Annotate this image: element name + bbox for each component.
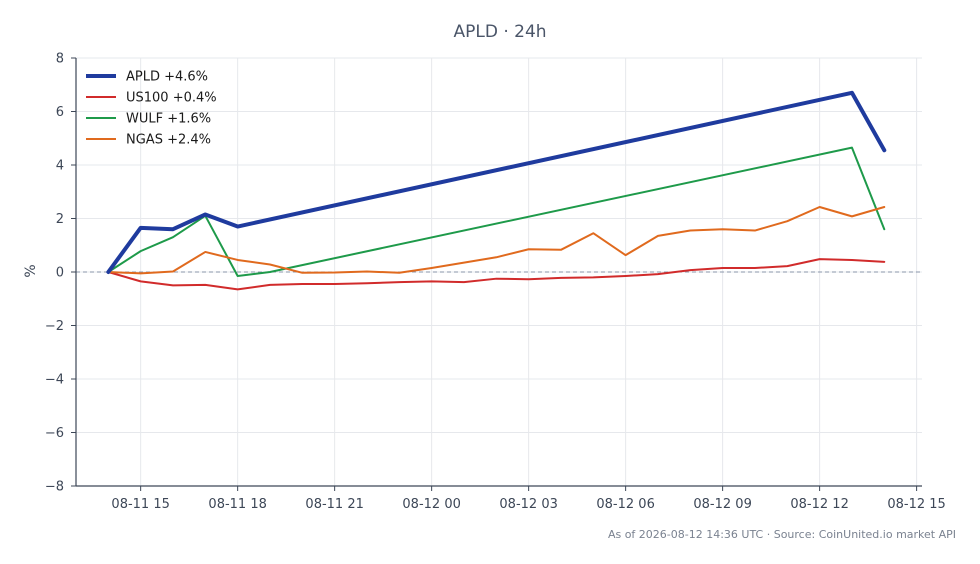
y-tick-label: 2 — [56, 212, 64, 227]
x-tick-label: 08-12 00 — [402, 497, 460, 512]
x-tick-label: 08-12 03 — [499, 497, 557, 512]
series-line-apld — [106, 90, 887, 274]
series-line-us100 — [107, 258, 886, 291]
series-lines — [106, 90, 887, 291]
y-tick-label: 8 — [56, 52, 64, 67]
legend-label-wulf: WULF +1.6% — [126, 112, 211, 127]
x-tick-label: 08-12 12 — [790, 497, 848, 512]
series-line-wulf — [107, 146, 886, 278]
x-tick-label: 08-11 21 — [305, 497, 363, 512]
legend: APLD +4.6% US100 +0.4% WULF +1.6% NGAS +2.4… — [86, 70, 217, 148]
y-tick-label: −2 — [45, 319, 64, 334]
y-tick-label: 0 — [56, 266, 64, 281]
x-tick-label: 08-11 15 — [111, 497, 169, 512]
x-tick-label: 08-12 15 — [887, 497, 945, 512]
x-tick-label: 08-12 06 — [596, 497, 654, 512]
y-tick-label: 6 — [56, 105, 64, 120]
legend-label-ngas: NGAS +2.4% — [126, 133, 211, 148]
legend-label-us100: US100 +0.4% — [126, 91, 217, 106]
y-tick-label: 4 — [56, 159, 64, 174]
y-tick-label: −6 — [45, 426, 64, 441]
x-tick-label: 08-12 09 — [693, 497, 751, 512]
axes: −8 −6 −4 −2 0 2 4 6 8 08-11 15 08-11 18 08-11 21 08-… — [45, 52, 946, 513]
y-axis-label: % — [23, 264, 39, 277]
x-tick-label: 08-11 18 — [208, 497, 266, 512]
legend-label-apld: APLD +4.6% — [126, 70, 208, 85]
series-line-ngas — [107, 206, 886, 275]
y-tick-label: −8 — [45, 480, 64, 495]
footer-source-text: As of 2026-08-12 14:36 UTC · Source: Coi… — [608, 528, 956, 541]
y-tick-label: −4 — [45, 373, 64, 388]
chart-title: APLD · 24h — [453, 22, 546, 42]
